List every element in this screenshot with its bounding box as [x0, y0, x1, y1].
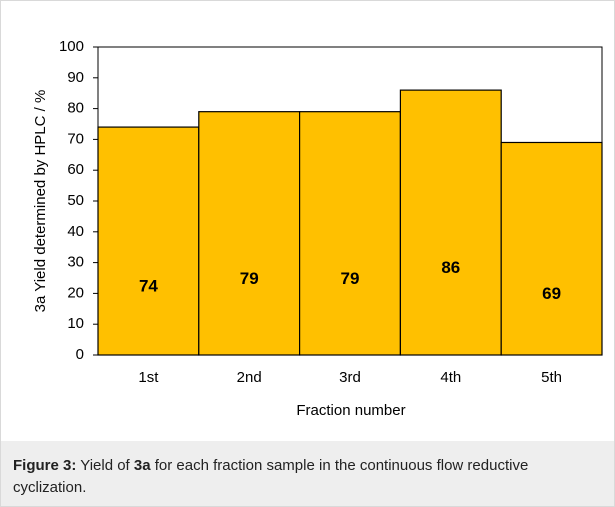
- bar: [198, 111, 301, 356]
- x-tick-label: 2nd: [237, 369, 262, 386]
- y-tick-label: 60: [67, 161, 84, 178]
- caption-label: Figure 3:: [13, 457, 77, 474]
- bar: [399, 89, 502, 356]
- y-axis-title: 3a Yield determined by HPLC / %: [32, 90, 49, 313]
- y-tick-label: 100: [59, 38, 84, 55]
- y-tick-label: 70: [67, 130, 84, 147]
- y-tick-label: 30: [67, 254, 84, 271]
- bar: [500, 141, 603, 356]
- data-label: 69: [542, 284, 561, 303]
- data-label: 79: [240, 269, 259, 288]
- y-tick-label: 80: [67, 100, 84, 117]
- y-tick-label: 10: [67, 315, 84, 332]
- x-tick-label: 1st: [138, 369, 159, 386]
- bar: [97, 126, 200, 356]
- caption-compound: 3a: [133, 457, 151, 474]
- data-label: 79: [341, 269, 360, 288]
- x-tick-label: 3rd: [339, 369, 361, 386]
- x-axis-title: Fraction number: [296, 402, 405, 419]
- caption-text: Yield of: [76, 457, 134, 474]
- caption-text: for each fraction sample in the continuo…: [13, 457, 529, 496]
- data-label: 74: [139, 277, 158, 296]
- y-tick-label: 50: [67, 192, 84, 209]
- x-tick-label: 5th: [541, 369, 562, 386]
- caption: Figure 3: Yield of 3a for each fraction …: [1, 441, 614, 506]
- y-tick-label: 40: [67, 223, 84, 240]
- y-tick-label: 20: [67, 284, 84, 301]
- data-label: 86: [441, 258, 460, 277]
- chart: Fraction number 3a Yield determined by H…: [32, 38, 603, 419]
- y-tick-label: 0: [76, 346, 84, 363]
- bar: [299, 111, 402, 356]
- x-tick-label: 4th: [440, 369, 461, 386]
- y-tick-label: 90: [67, 69, 84, 86]
